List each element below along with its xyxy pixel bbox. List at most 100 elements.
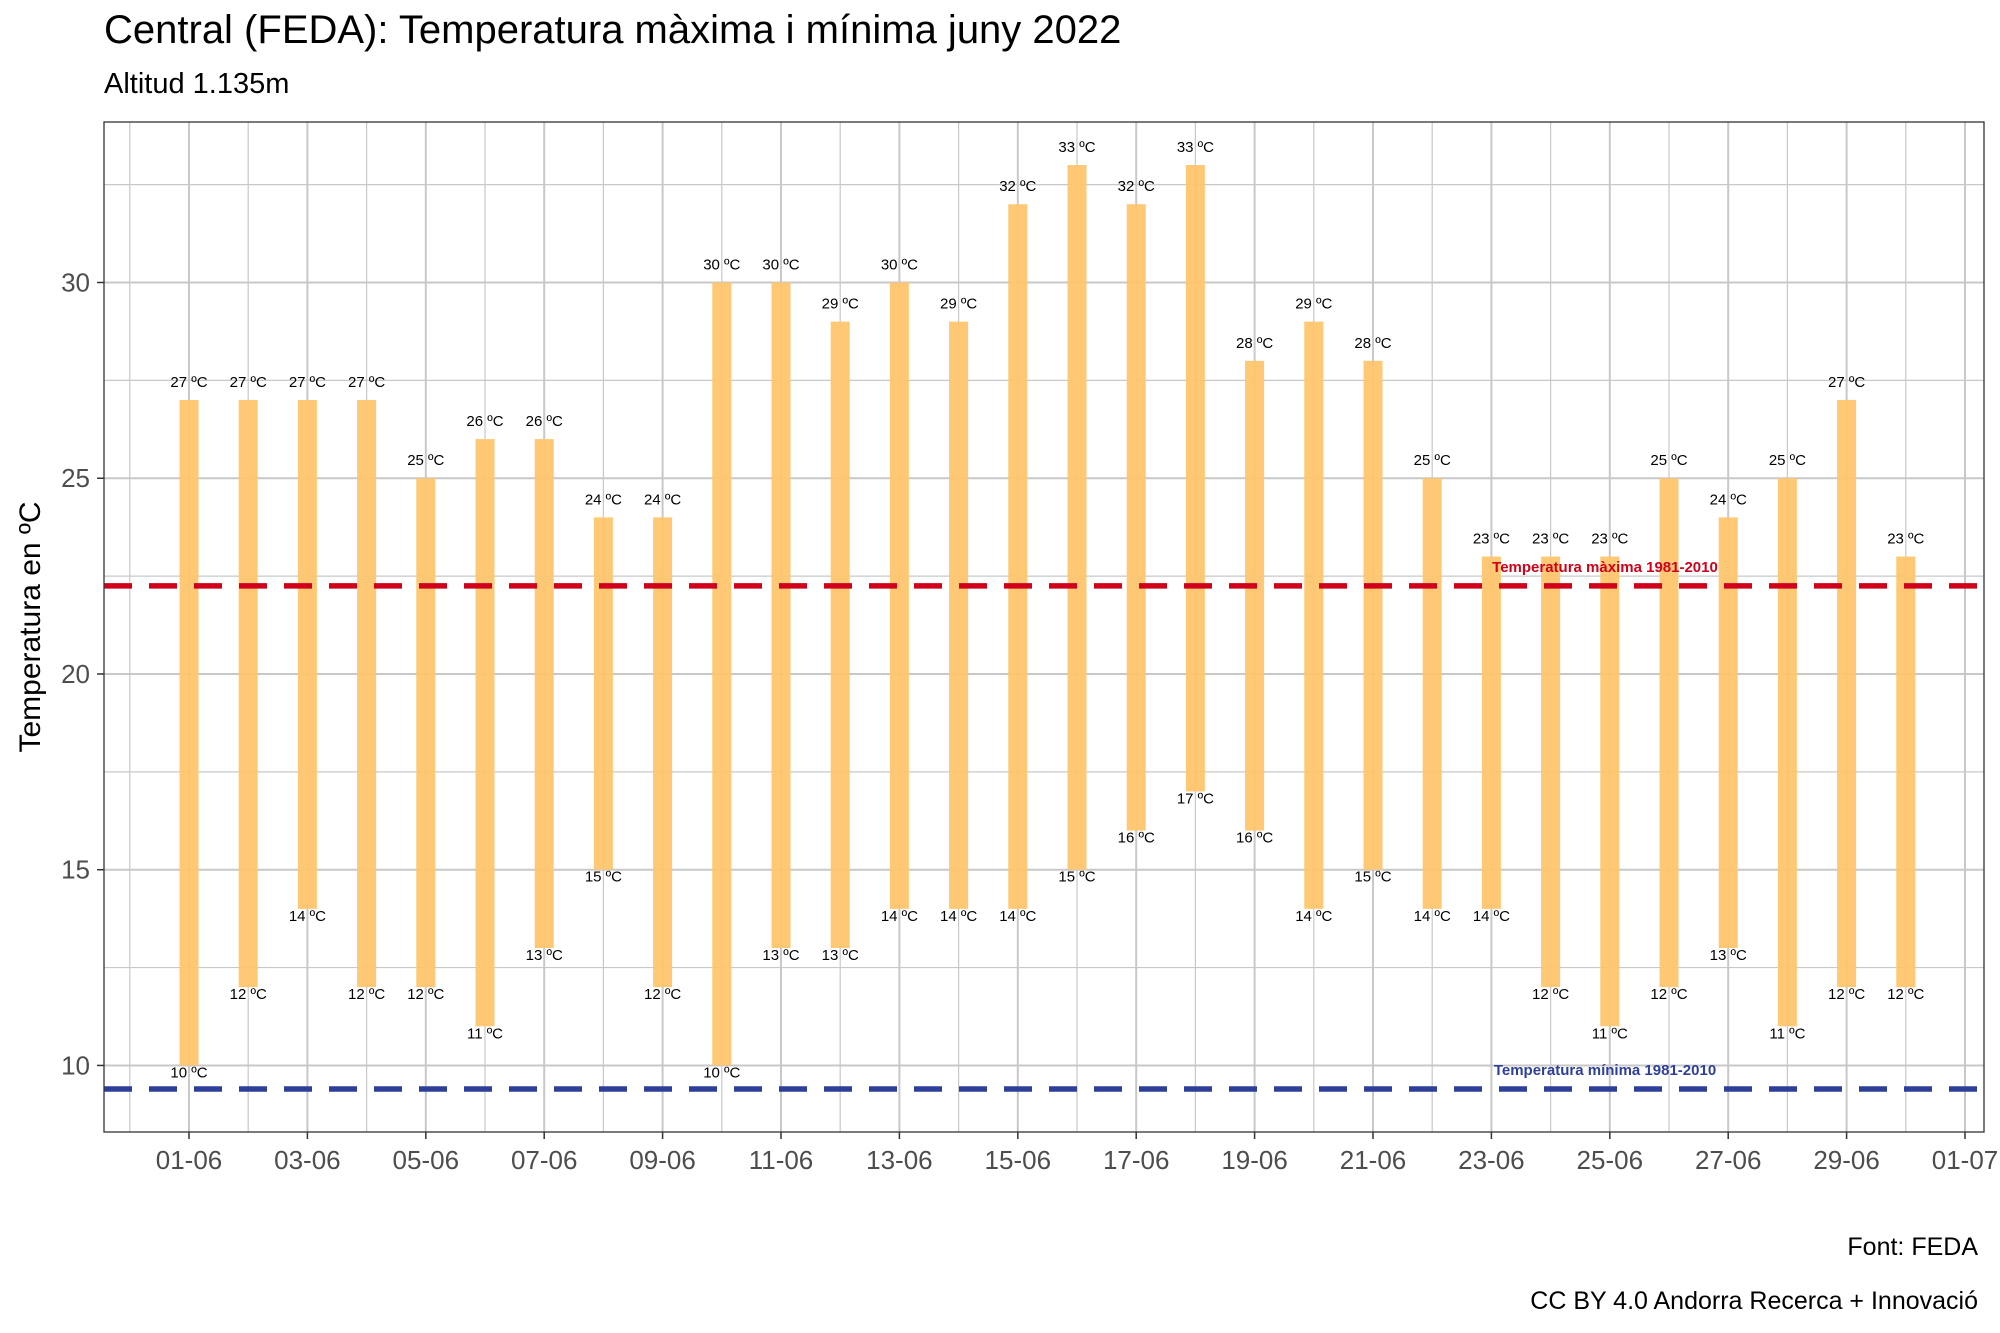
temperature-range-bar bbox=[1008, 204, 1028, 909]
x-tick-label: 05-06 bbox=[393, 1145, 460, 1175]
min-data-label: 14 ºC bbox=[1295, 908, 1332, 925]
temperature-range-bar bbox=[1837, 399, 1857, 988]
max-data-label: 33 ºC bbox=[1058, 139, 1095, 156]
max-data-label: 23 ºC bbox=[1473, 531, 1510, 548]
min-data-label: 12 ºC bbox=[230, 986, 267, 1003]
temperature-range-bar bbox=[771, 282, 791, 949]
temperature-range-bar bbox=[593, 517, 613, 870]
min-data-label: 12 ºC bbox=[1650, 986, 1687, 1003]
caption-source: Font: FEDA bbox=[1847, 1233, 1978, 1261]
max-data-label: 23 ºC bbox=[1591, 531, 1628, 548]
max-data-label: 24 ºC bbox=[644, 491, 681, 508]
max-data-label: 24 ºC bbox=[1710, 491, 1747, 508]
temperature-range-bar bbox=[1481, 556, 1501, 909]
max-data-label: 23 ºC bbox=[1887, 531, 1924, 548]
temperature-range-bar bbox=[830, 321, 850, 949]
temperature-range-bar bbox=[1185, 165, 1205, 792]
y-tick-label: 20 bbox=[61, 659, 90, 689]
x-tick-label: 19-06 bbox=[1221, 1145, 1288, 1175]
x-tick-label: 21-06 bbox=[1340, 1145, 1407, 1175]
min-data-label: 16 ºC bbox=[1236, 830, 1273, 847]
max-data-label: 29 ºC bbox=[822, 296, 859, 313]
x-tick-label: 01-07 bbox=[1932, 1145, 1999, 1175]
min-data-label: 13 ºC bbox=[822, 947, 859, 964]
temperature-range-bar bbox=[416, 478, 436, 988]
temperature-range-bar bbox=[1718, 517, 1738, 949]
max-data-label: 28 ºC bbox=[1354, 335, 1391, 352]
temperature-range-bar bbox=[238, 399, 258, 988]
y-tick-label: 25 bbox=[61, 463, 90, 493]
temperature-range-bar bbox=[1422, 478, 1442, 909]
min-data-label: 12 ºC bbox=[644, 986, 681, 1003]
max-data-label: 32 ºC bbox=[1118, 178, 1155, 195]
x-tick-label: 17-06 bbox=[1103, 1145, 1170, 1175]
y-tick-label: 30 bbox=[61, 268, 90, 298]
max-data-label: 26 ºC bbox=[526, 413, 563, 430]
max-data-label: 29 ºC bbox=[1295, 296, 1332, 313]
max-data-label: 27 ºC bbox=[170, 374, 207, 391]
min-data-label: 13 ºC bbox=[1710, 947, 1747, 964]
data-labels: 27 ºC 27 ºC 27 ºC 27 ºC 25 ºC 26 ºC 26 ºC 24 ºC… bbox=[170, 139, 1924, 1081]
y-axis-label: Temperatura en ºC bbox=[14, 501, 47, 752]
chart-title: Central (FEDA): Temperatura màxima i mín… bbox=[104, 8, 1122, 52]
chart-subtitle: Altitud 1.135m bbox=[104, 68, 290, 100]
max-data-label: 23 ºC bbox=[1532, 531, 1569, 548]
temperature-range-bar bbox=[357, 399, 377, 988]
x-tick-label: 25-06 bbox=[1577, 1145, 1644, 1175]
x-tick-label: 09-06 bbox=[629, 1145, 696, 1175]
reference-label-max: Temperatura màxima 1981-2010 bbox=[1492, 559, 1718, 576]
min-data-label: 14 ºC bbox=[289, 908, 326, 925]
temperature-range-bar bbox=[1363, 360, 1383, 870]
min-data-label: 11 ºC bbox=[467, 1025, 503, 1042]
min-data-label: 14 ºC bbox=[940, 908, 977, 925]
caption-license: CC BY 4.0 Andorra Recerca + Innovació bbox=[1530, 1287, 1978, 1315]
min-data-label: 10 ºC bbox=[703, 1064, 740, 1081]
min-data-label: 11 ºC bbox=[1592, 1025, 1628, 1042]
temperature-range-bar bbox=[712, 282, 732, 1066]
x-tick-label: 15-06 bbox=[985, 1145, 1052, 1175]
min-data-label: 13 ºC bbox=[762, 947, 799, 964]
temperature-bars bbox=[179, 165, 1916, 1066]
temperature-range-bar bbox=[949, 321, 969, 909]
max-data-label: 27 ºC bbox=[348, 374, 385, 391]
max-data-label: 30 ºC bbox=[881, 257, 918, 274]
max-data-label: 29 ºC bbox=[940, 296, 977, 313]
temperature-range-bar bbox=[1304, 321, 1324, 909]
min-data-label: 15 ºC bbox=[1354, 869, 1391, 886]
temperature-range-bar bbox=[1067, 165, 1087, 870]
max-data-label: 25 ºC bbox=[407, 452, 444, 469]
x-tick-label: 07-06 bbox=[511, 1145, 578, 1175]
grid-lines bbox=[104, 122, 1984, 1132]
max-data-label: 27 ºC bbox=[230, 374, 267, 391]
y-tick-label: 15 bbox=[61, 855, 90, 885]
x-tick-label: 01-06 bbox=[156, 1145, 223, 1175]
max-data-label: 30 ºC bbox=[703, 257, 740, 274]
min-data-label: 17 ºC bbox=[1177, 790, 1214, 807]
x-tick-label: 03-06 bbox=[274, 1145, 341, 1175]
max-data-label: 27 ºC bbox=[1828, 374, 1865, 391]
max-data-label: 25 ºC bbox=[1769, 452, 1806, 469]
min-data-label: 12 ºC bbox=[407, 986, 444, 1003]
min-data-label: 14 ºC bbox=[881, 908, 918, 925]
temperature-range-bar bbox=[1659, 478, 1679, 988]
max-data-label: 27 ºC bbox=[289, 374, 326, 391]
min-data-label: 12 ºC bbox=[1828, 986, 1865, 1003]
max-data-label: 33 ºC bbox=[1177, 139, 1214, 156]
temperature-range-bar bbox=[1126, 204, 1146, 831]
x-tick-label: 11-06 bbox=[749, 1145, 814, 1175]
min-data-label: 14 ºC bbox=[1414, 908, 1451, 925]
temperature-range-bar bbox=[534, 439, 554, 949]
temperature-range-bar bbox=[889, 282, 909, 909]
min-data-label: 10 ºC bbox=[170, 1064, 207, 1081]
min-data-label: 12 ºC bbox=[348, 986, 385, 1003]
temperature-range-bar bbox=[653, 517, 673, 988]
plot-border bbox=[103, 121, 1985, 1133]
reference-label-min: Temperatura mínima 1981-2010 bbox=[1494, 1062, 1716, 1079]
min-data-label: 14 ºC bbox=[999, 908, 1036, 925]
temperature-range-bar bbox=[475, 439, 495, 1027]
temperature-range-bar bbox=[179, 399, 199, 1066]
min-data-label: 13 ºC bbox=[526, 947, 563, 964]
min-data-label: 15 ºC bbox=[585, 869, 622, 886]
min-data-label: 12 ºC bbox=[1532, 986, 1569, 1003]
